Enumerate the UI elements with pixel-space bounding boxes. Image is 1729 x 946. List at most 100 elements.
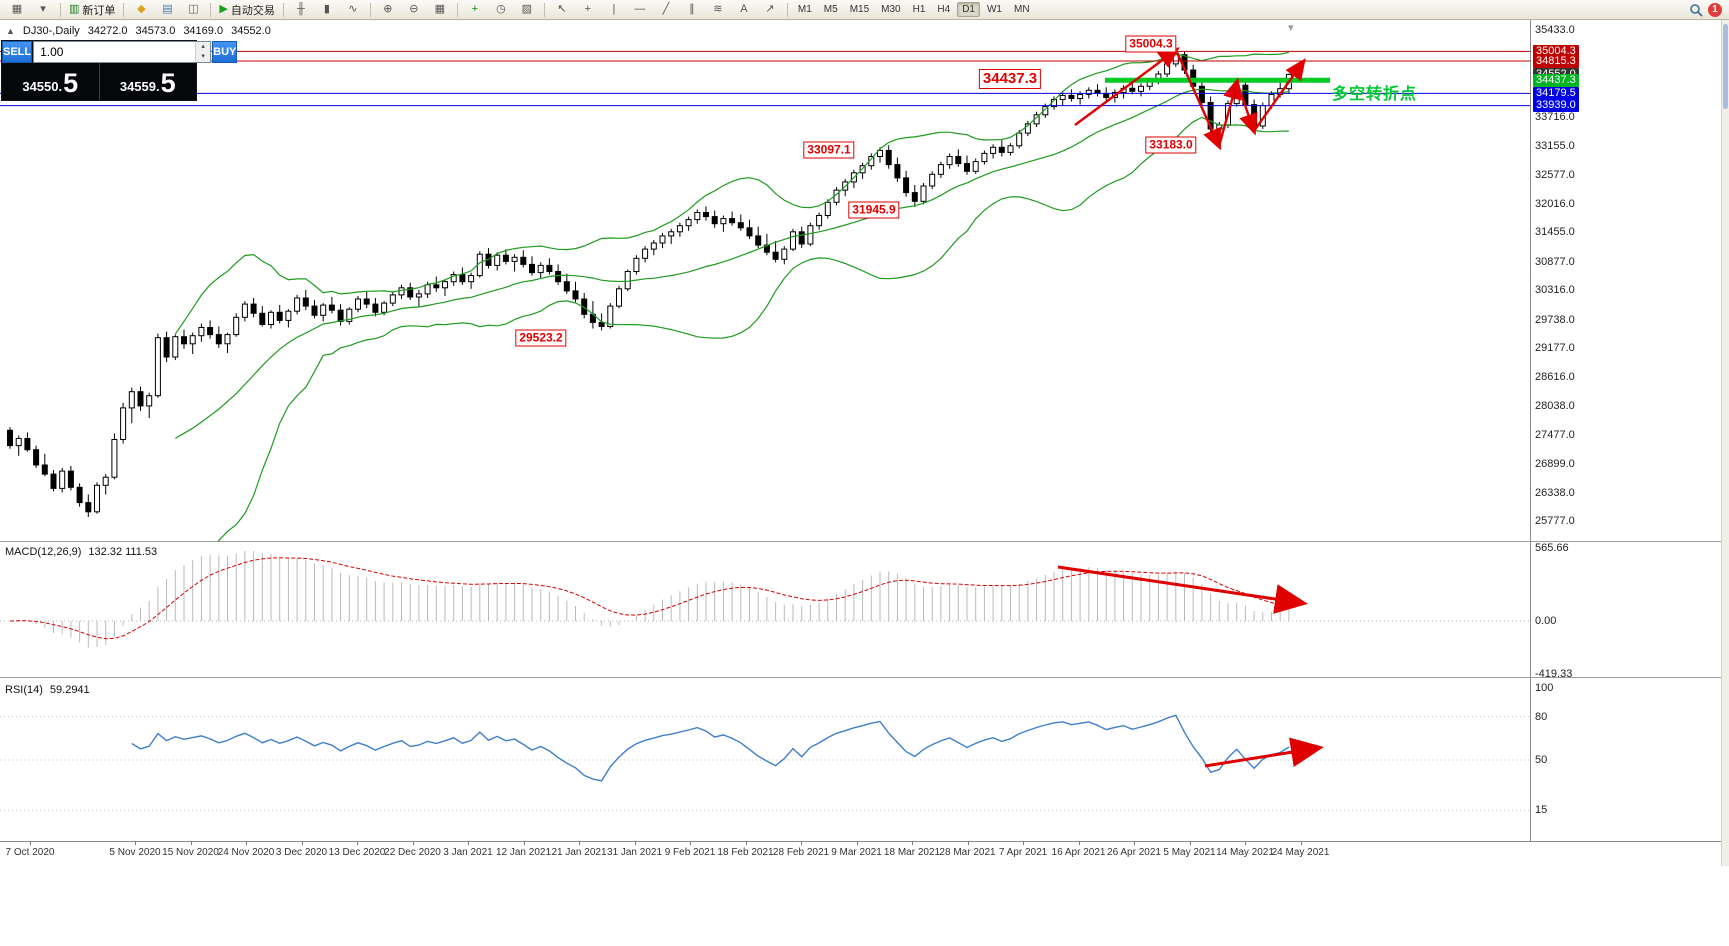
macd-trend-arrow[interactable] — [1057, 565, 1308, 614]
oneclick-collapse-icon[interactable]: ▲ — [6, 26, 15, 36]
time-axis-tick — [468, 842, 469, 845]
notification-badge[interactable]: 1 — [1708, 2, 1722, 17]
cursor-button[interactable]: ↖ — [550, 0, 574, 19]
price-annotation[interactable]: 35004.3 — [1125, 35, 1177, 53]
turning-point-note[interactable]: 多空转折点 — [1332, 86, 1418, 103]
toolbar-separator — [456, 2, 458, 17]
autotrading-button[interactable]: ▶ 自动交易 — [216, 0, 277, 19]
price-axis-label: 30877.0 — [1535, 255, 1575, 268]
timeframe-m5-button[interactable]: M5 — [823, 4, 838, 15]
periods-button[interactable]: ◷ — [489, 0, 513, 19]
trend-arrow[interactable] — [1253, 58, 1306, 132]
price-axis-label: 25777.0 — [1535, 515, 1575, 528]
timeframe-d1-button[interactable]: D1 — [957, 2, 980, 17]
market-watch-button-icon: ▤ — [162, 3, 173, 15]
rsi-trend-arrow[interactable] — [1204, 737, 1324, 768]
timeframe-m30-button[interactable]: M30 — [881, 4, 901, 15]
fibonacci-button[interactable]: ≋ — [706, 0, 730, 19]
new-chart-button[interactable]: ▦ — [5, 0, 29, 19]
arrows-button[interactable]: ↗ — [758, 0, 782, 19]
horizontal-line-button[interactable]: — — [628, 0, 652, 19]
time-axis[interactable]: 7 Oct 2020 5 Nov 2020 15 Nov 2020 24 Nov 20… — [0, 841, 1729, 867]
price-annotation[interactable]: 33183.0 — [1145, 136, 1197, 154]
data-window-button[interactable]: ◫ — [181, 0, 205, 19]
bar-chart-button[interactable]: ╫ — [289, 0, 313, 19]
vertical-line-button[interactable]: | — [602, 0, 626, 19]
time-axis-tick — [912, 842, 913, 845]
time-axis-label: 9 Mar 2021 — [831, 847, 882, 858]
chart-shift-marker[interactable]: ▾ — [1288, 22, 1294, 34]
sell-price[interactable]: 34550. 5 — [22, 68, 79, 98]
one-click-trading-panel: SELL ▴ ▾ BUY 34550.5 34559.5 — [1, 40, 238, 101]
crosshair-button-icon: + — [584, 3, 592, 15]
price-axis[interactable]: 35433.0 33716.0 33155.0 32577.0 32016.0 31455… — [1530, 20, 1722, 841]
indicators-button[interactable]: + — [463, 0, 487, 19]
bar-chart-button-icon: ╫ — [296, 3, 305, 15]
price-annotation[interactable]: 31945.9 — [848, 201, 900, 219]
rsi-canvas[interactable] — [0, 678, 1530, 841]
data-window-button-icon: ◫ — [188, 3, 199, 15]
trend-arrow[interactable] — [1217, 77, 1242, 147]
tile-windows-button[interactable]: ▦ — [428, 0, 452, 19]
search-icon[interactable] — [1689, 3, 1703, 17]
volume-up-button[interactable]: ▴ — [196, 42, 211, 52]
new-order-button[interactable]: ▥ 新订单 — [66, 0, 118, 19]
candlestick-chart-button-icon: ▮ — [323, 3, 330, 15]
timeframe-w1-button[interactable]: W1 — [986, 4, 1002, 15]
templates-button[interactable]: ▨ — [515, 0, 539, 19]
time-axis-label: 3 Jan 2021 — [443, 847, 493, 858]
trend-arrow[interactable] — [1074, 47, 1180, 126]
candlestick-chart-button[interactable]: ▮ — [315, 0, 339, 19]
time-axis-label: 31 Jan 2021 — [606, 847, 663, 858]
volume-down-button[interactable]: ▾ — [196, 52, 211, 62]
buy-price[interactable]: 34559. 5 — [119, 68, 176, 98]
scrollbar-thumb[interactable] — [1723, 24, 1728, 109]
trendline-button[interactable]: ╱ — [654, 0, 678, 19]
trend-arrow[interactable] — [1235, 81, 1258, 136]
chart-ohlc-header: ▲ DJ30-,Daily 34272.0 34573.0 34169.0 34… — [6, 25, 271, 37]
symbol-label: DJ30-,Daily — [22, 25, 80, 37]
cursor-button-icon: ↖ — [557, 3, 567, 15]
volume-input[interactable] — [34, 42, 196, 62]
crosshair-button[interactable]: + — [576, 0, 600, 19]
metaeditor-button-icon: ◆ — [137, 3, 146, 15]
market-watch-button[interactable]: ▤ — [155, 0, 179, 19]
price-annotation[interactable]: 29523.2 — [515, 329, 567, 347]
price-annotation[interactable]: 34437.3 — [978, 69, 1042, 89]
zoom-out-button[interactable]: ⊖ — [402, 0, 426, 19]
trendline-button-icon: ╱ — [662, 3, 670, 15]
panel-separator-macd[interactable] — [0, 541, 1729, 542]
price-axis-label: 26338.0 — [1535, 486, 1575, 499]
vertical-scrollbar[interactable] — [1721, 20, 1729, 866]
new-chart-dropdown[interactable]: ▾ — [31, 0, 55, 19]
vertical-line-button-icon: | — [612, 3, 616, 15]
rsi-axis-label: 80 — [1535, 711, 1548, 723]
price-annotation[interactable]: 33097.1 — [803, 141, 855, 159]
macd-histogram — [18, 551, 1290, 648]
metaeditor-button[interactable]: ◆ — [129, 0, 153, 19]
main-chart-canvas[interactable] — [0, 20, 1530, 541]
timeframe-m1-button[interactable]: M1 — [797, 4, 812, 15]
sell-button[interactable]: SELL — [2, 41, 33, 63]
line-chart-button[interactable]: ∿ — [341, 0, 365, 19]
time-axis-label: 24 May 2021 — [1271, 847, 1330, 858]
zoom-in-button[interactable]: ⊕ — [376, 0, 400, 19]
price-axis-label: 32577.0 — [1535, 169, 1575, 181]
text-button[interactable]: A — [732, 0, 756, 19]
time-axis-label: 5 Nov 2020 — [109, 847, 161, 858]
trend-arrow[interactable] — [1174, 49, 1221, 151]
time-axis-label: 5 May 2021 — [1163, 847, 1216, 858]
macd-canvas[interactable] — [0, 542, 1530, 677]
buy-button[interactable]: BUY — [212, 41, 238, 63]
equidistant-channel-button-icon: ∥ — [689, 3, 695, 15]
equidistant-channel-button[interactable]: ∥ — [680, 0, 704, 19]
timeframe-m15-button[interactable]: M15 — [849, 4, 870, 15]
timeframe-h1-button[interactable]: H1 — [912, 4, 926, 15]
toolbar-right: 1 — [1689, 2, 1725, 17]
toolbar-separator — [282, 2, 284, 17]
panel-separator-rsi[interactable] — [0, 677, 1729, 678]
timeframe-mn-button[interactable]: MN — [1013, 4, 1030, 15]
toolbar-separator — [543, 2, 545, 17]
timeframe-h4-button[interactable]: H4 — [937, 4, 951, 15]
